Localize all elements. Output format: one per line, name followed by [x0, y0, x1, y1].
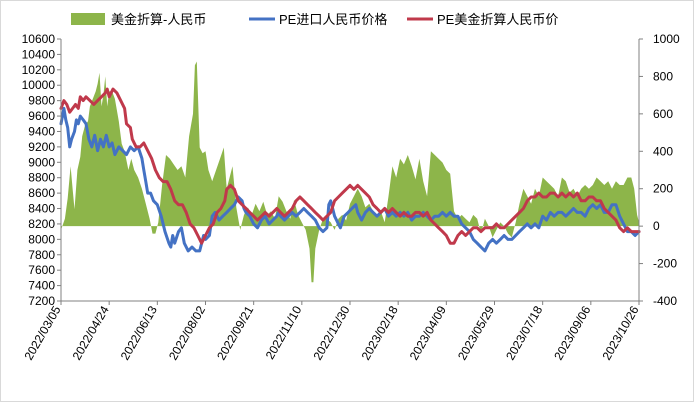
left-tick-label: 9400 — [28, 124, 55, 138]
right-tick-label: 0 — [653, 219, 660, 233]
x-tick-label: 2023/04/09 — [407, 303, 449, 362]
right-tick-label: -400 — [653, 294, 677, 308]
left-tick-label: 10400 — [22, 47, 56, 61]
left-tick-label: 8000 — [28, 232, 55, 246]
legend: 美金折算-人民币 PE进口人民币价格 PE美金折算人民币价 — [71, 12, 558, 27]
left-tick-label: 8200 — [28, 217, 55, 231]
series-area-0 — [61, 61, 639, 283]
left-tick-label: 9600 — [28, 109, 55, 123]
series-line-1 — [59, 106, 641, 253]
left-tick-label: 8800 — [28, 171, 55, 185]
legend-label: PE美金折算人民币价 — [437, 12, 558, 27]
left-tick-label: 10200 — [22, 63, 56, 77]
series-line-2 — [59, 87, 641, 245]
right-tick-label: 600 — [653, 107, 673, 121]
left-tick-label: 7800 — [28, 248, 55, 262]
x-tick-label: 2022/04/24 — [70, 303, 112, 362]
x-tick-label: 2023/02/18 — [359, 303, 401, 362]
x-tick-label: 2023/09/06 — [551, 303, 593, 362]
left-tick-label: 7400 — [28, 279, 55, 293]
line-series-layer — [59, 87, 641, 253]
left-tick-label: 7200 — [28, 294, 55, 308]
left-tick-label: 9800 — [28, 94, 55, 108]
left-tick-label: 9000 — [28, 155, 55, 169]
legend-label: PE进口人民币价格 — [279, 12, 387, 27]
left-tick-label: 7600 — [28, 263, 55, 277]
x-tick-label: 2022/11/10 — [263, 303, 305, 362]
x-tick-label: 2022/03/05 — [21, 303, 63, 362]
x-tick-label: 2022/06/13 — [118, 303, 160, 362]
x-tick-label: 2023/05/29 — [455, 303, 497, 362]
legend-swatch — [71, 13, 105, 25]
right-tick-label: -200 — [653, 257, 677, 271]
x-tick-label: 2022/09/21 — [214, 303, 256, 362]
x-tick-label: 2023/07/18 — [503, 303, 545, 362]
right-tick-label: 400 — [653, 144, 673, 158]
right-tick-label: 200 — [653, 182, 673, 196]
right-tick-label: 1000 — [653, 32, 680, 46]
left-tick-label: 9200 — [28, 140, 55, 154]
x-tick-label: 2023/10/26 — [599, 303, 641, 362]
left-tick-label: 8600 — [28, 186, 55, 200]
x-tick-label: 2022/08/02 — [166, 303, 208, 362]
x-tick-label: 2022/12/30 — [310, 303, 352, 362]
left-tick-label: 10000 — [22, 78, 56, 92]
legend-label: 美金折算-人民币 — [111, 12, 206, 27]
area-series-layer — [61, 61, 639, 283]
left-tick-label: 8400 — [28, 202, 55, 216]
right-tick-label: 800 — [653, 69, 673, 83]
left-tick-label: 10600 — [22, 32, 56, 46]
